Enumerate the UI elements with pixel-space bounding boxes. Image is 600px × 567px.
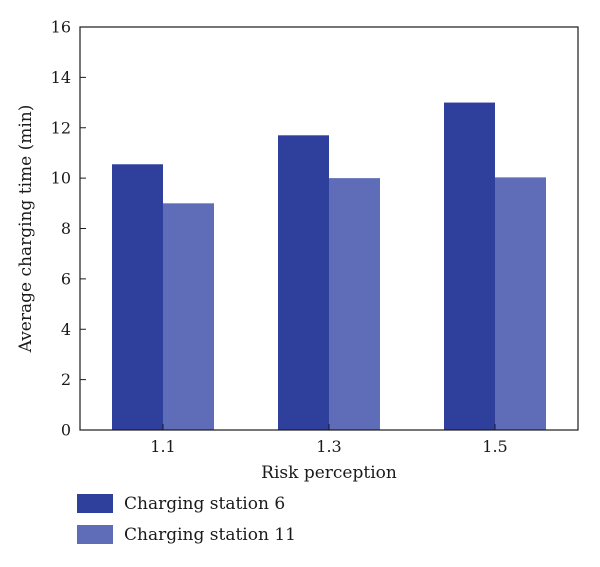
- legend-label-2: Charging station 11: [124, 525, 296, 545]
- legend-label-1: Charging station 6: [124, 494, 285, 514]
- bar-series-2-1-3: [329, 178, 380, 430]
- legend-swatch-2: [77, 525, 113, 544]
- y-axis: 0 2 4 6 8 10 12 14 16: [51, 18, 86, 440]
- plot-area: [112, 102, 546, 430]
- bar-series-1-1-3: [278, 135, 329, 430]
- y-tick-label: 14: [51, 68, 71, 87]
- bar-series-1-1-5: [444, 102, 495, 430]
- x-tick-label: 1.1: [150, 437, 175, 456]
- y-tick-label: 0: [61, 421, 71, 440]
- bar-series-2-1-1: [163, 203, 214, 430]
- y-axis-title: Average charging time (min): [16, 105, 36, 354]
- y-tick-label: 10: [51, 169, 71, 188]
- x-axis: 1.1 1.3 1.5: [150, 424, 508, 456]
- legend-swatch-1: [77, 494, 113, 513]
- y-tick-label: 16: [51, 18, 71, 37]
- bar-series-1-1-1: [112, 164, 163, 430]
- y-tick-label: 12: [51, 118, 71, 137]
- x-tick-label: 1.5: [482, 437, 507, 456]
- y-tick-label: 8: [61, 219, 71, 238]
- legend: Charging station 6 Charging station 11: [77, 494, 296, 545]
- y-tick-label: 2: [61, 370, 71, 389]
- bar-series-2-1-5: [495, 177, 546, 430]
- y-tick-label: 4: [61, 320, 71, 339]
- x-axis-title: Risk perception: [261, 463, 397, 483]
- y-tick-label: 6: [61, 269, 71, 288]
- x-tick-label: 1.3: [316, 437, 341, 456]
